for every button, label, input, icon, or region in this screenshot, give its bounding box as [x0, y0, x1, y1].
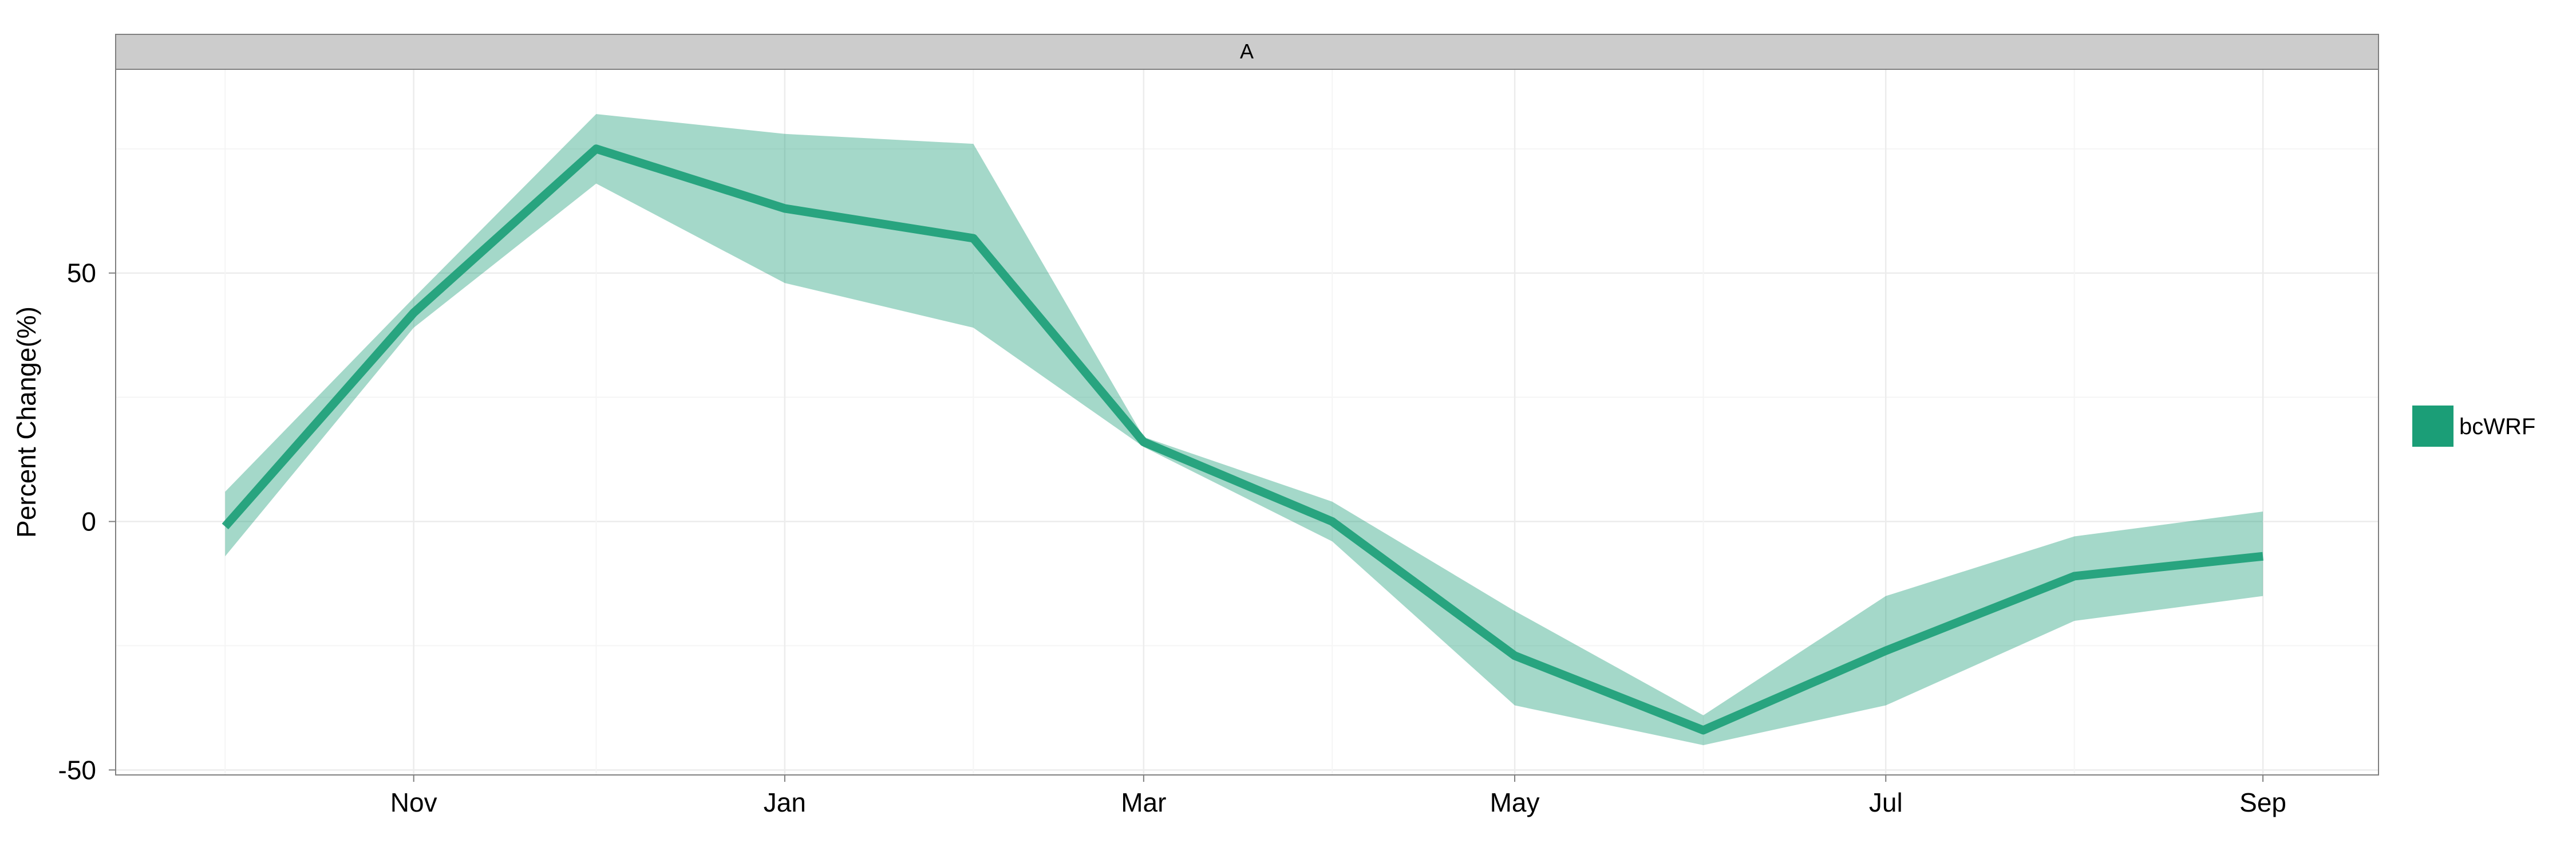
- y-tick-label: 0: [81, 507, 96, 537]
- y-tick-label: -50: [58, 755, 96, 785]
- y-axis-title: Percent Change(%): [11, 306, 41, 538]
- legend-key-bcwrf: [2411, 404, 2455, 448]
- x-tick-label: Nov: [390, 788, 437, 817]
- grid-lines: [116, 69, 2379, 775]
- legend: bcWRF: [2411, 404, 2535, 448]
- plot-panel-border: [115, 69, 2379, 776]
- legend-label-bcwrf: bcWRF: [2459, 414, 2535, 439]
- x-tick-label: Jan: [764, 788, 806, 817]
- x-tick-label: Mar: [1121, 788, 1166, 817]
- x-tick-label: Sep: [2239, 788, 2286, 817]
- series-line-bcwrf: [222, 144, 2263, 735]
- y-axis: -50 0 50: [58, 258, 116, 785]
- facet-strip: [115, 34, 2379, 70]
- x-tick-label: May: [1490, 788, 1540, 817]
- y-tick-label: 50: [67, 258, 96, 288]
- x-axis: Nov Jan Mar May Jul Sep: [390, 775, 2286, 817]
- facet-strip-label: A: [1240, 40, 1254, 63]
- x-tick-label: Jul: [1869, 788, 1903, 817]
- line-layer: [222, 144, 2263, 735]
- plot-panel: [115, 69, 2379, 776]
